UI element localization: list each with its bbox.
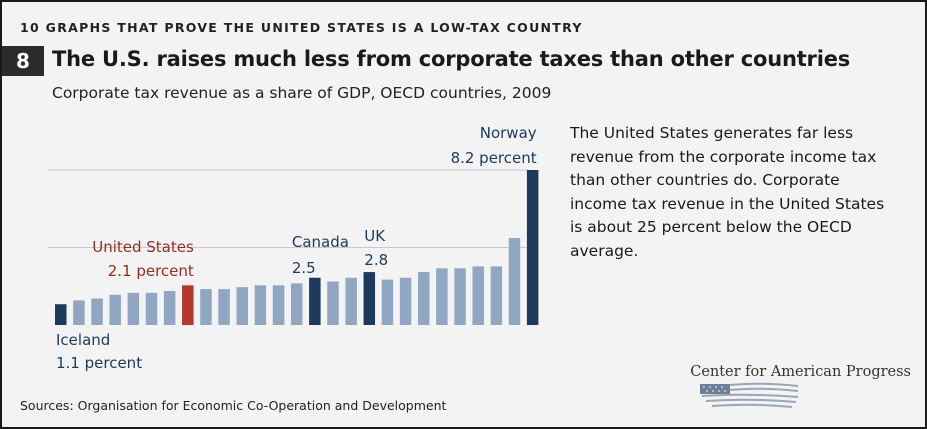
graph-number-badge: 8 [2, 46, 44, 76]
bar [55, 304, 67, 325]
bar-label-value: 2.8 [364, 251, 388, 269]
bar [91, 298, 103, 325]
bar-label-value: 2.1 percent [108, 262, 194, 280]
bar [472, 266, 484, 325]
bar [182, 285, 194, 325]
headline: The U.S. raises much less from corporate… [52, 47, 851, 71]
bar-label-value: 2.5 [292, 259, 316, 277]
bar [309, 277, 321, 325]
bar-labels: Iceland 1.1 percent United States 2.1 perce… [56, 124, 537, 372]
bar [490, 266, 503, 325]
description-text: The United States generates far less rev… [570, 124, 885, 260]
bar [436, 268, 448, 325]
bar-label-name: Iceland [56, 331, 110, 349]
bar [290, 283, 303, 325]
source-note: Sources: Organisation for Economic Co-Op… [20, 398, 447, 413]
bar [73, 300, 85, 325]
bar [418, 272, 430, 325]
bar [508, 238, 521, 325]
bar [399, 277, 412, 325]
bar [127, 292, 140, 325]
bar-label-name: Norway [480, 124, 537, 142]
bar-label-value: 8.2 percent [451, 149, 537, 167]
bar-label-name: United States [92, 238, 194, 256]
bar [145, 292, 158, 325]
bar [218, 289, 230, 325]
bar-label-name: Canada [292, 233, 349, 251]
bar [345, 277, 357, 325]
bar [236, 287, 248, 325]
bar [200, 289, 212, 325]
bar [526, 170, 539, 325]
american-flag-icon [700, 382, 799, 408]
bar-label-value: 1.1 percent [56, 354, 142, 372]
chart-subtitle: Corporate tax revenue as a share of GDP,… [52, 84, 552, 102]
bar [272, 285, 285, 325]
gridlines [48, 169, 528, 248]
bar [254, 285, 267, 325]
bar [454, 268, 466, 325]
bar [163, 290, 176, 325]
bar [109, 294, 121, 325]
cap-logo: Center for American Progress [690, 364, 911, 416]
bar [363, 272, 376, 325]
logo-text: Center for American Progress [690, 364, 911, 380]
bar [327, 281, 339, 325]
series-title: 10 GRAPHS THAT PROVE THE UNITED STATES I… [20, 20, 583, 35]
bar [381, 279, 394, 325]
bar-label-name: UK [364, 227, 386, 245]
bars [55, 170, 539, 325]
